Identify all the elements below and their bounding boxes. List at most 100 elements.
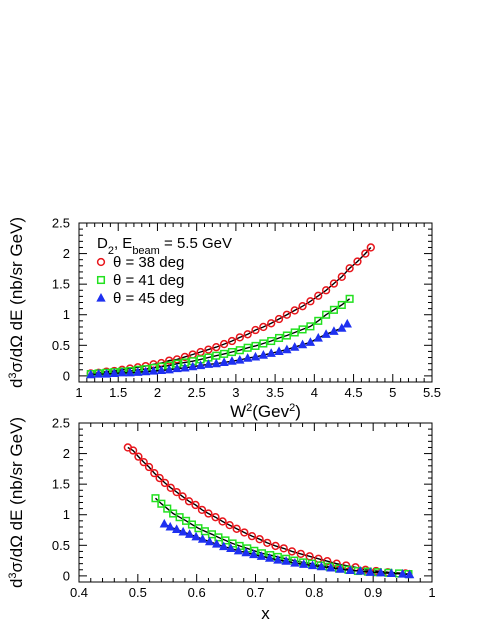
data-point — [235, 354, 245, 364]
data-point — [298, 325, 307, 334]
data-point — [251, 341, 260, 350]
data-point — [247, 531, 257, 541]
data-point — [212, 342, 221, 352]
legend-marker — [96, 275, 106, 285]
y-tick-label: 0 — [63, 568, 70, 583]
data-point — [274, 314, 284, 324]
data-point — [307, 560, 318, 570]
data-point — [150, 468, 159, 478]
data-point — [366, 243, 375, 252]
data-point — [159, 518, 169, 528]
data-point — [204, 509, 213, 518]
data-point — [345, 264, 354, 273]
data-point — [218, 517, 227, 526]
data-point — [305, 337, 316, 346]
y-tick-label: 1 — [63, 507, 70, 522]
data-point — [355, 565, 365, 575]
data-point — [267, 336, 276, 346]
data-point — [326, 562, 336, 572]
data-point — [263, 538, 272, 548]
data-point — [404, 569, 415, 579]
y-axis-label: d3σ/dΩ dE (nb/sr GeV) — [7, 217, 26, 388]
data-point — [266, 348, 276, 357]
data-point — [306, 322, 315, 331]
data-point — [128, 446, 138, 455]
data-point — [148, 365, 159, 375]
data-point — [376, 567, 386, 577]
data-point — [225, 520, 234, 530]
data-point — [329, 326, 339, 335]
data-point — [233, 545, 244, 555]
x-tick-label: 3 — [232, 385, 239, 400]
data-point — [226, 543, 236, 552]
data-point — [117, 367, 127, 377]
y-tick-label: 0 — [63, 368, 70, 383]
x-tick-label: 0.6 — [188, 585, 206, 600]
data-point — [386, 568, 397, 578]
x-tick-label: 4 — [311, 385, 318, 400]
data-point — [297, 339, 308, 349]
data-point — [141, 366, 151, 376]
series-square — [86, 294, 354, 379]
data-point — [180, 352, 190, 362]
x-tick-label: 0.9 — [364, 585, 382, 600]
data-point — [163, 504, 172, 513]
data-point — [250, 351, 261, 361]
chart-panel-2: 0.4 0.5 0.6 0.7 0.8 0.9 1 0 0.5 1 1.5 2 2.5 d3σ/dΩ dE… — [7, 416, 436, 601]
data-point — [335, 564, 345, 573]
data-point — [255, 535, 264, 544]
data-point — [282, 331, 291, 340]
y-tick-label: 1.5 — [52, 277, 70, 292]
data-point — [164, 364, 174, 374]
legend-label: θ = 41 deg — [113, 272, 184, 289]
data-point — [203, 359, 214, 368]
data-point — [171, 524, 182, 534]
data-point — [204, 345, 213, 354]
data-point — [242, 353, 253, 362]
data-point — [235, 346, 244, 355]
series-triangle — [159, 518, 415, 579]
data-point — [345, 565, 355, 574]
x-tick-label: 2 — [154, 385, 161, 400]
data-point — [313, 332, 323, 342]
data-point — [101, 369, 112, 378]
data-point — [259, 322, 268, 332]
data-point — [290, 328, 299, 337]
data-point — [134, 452, 143, 461]
data-point — [274, 333, 284, 343]
y-tick-label: 1 — [63, 307, 70, 322]
data-point — [397, 569, 408, 578]
data-point — [273, 554, 283, 564]
data-point — [306, 297, 315, 306]
data-point — [227, 356, 237, 365]
data-point — [251, 325, 260, 335]
data-point — [361, 249, 370, 258]
data-point — [271, 541, 280, 551]
legend-item: θ = 38 deg — [96, 254, 184, 271]
data-point — [155, 473, 164, 483]
data-point — [219, 357, 229, 367]
data-point — [157, 499, 166, 508]
data-point — [298, 302, 307, 311]
data-point — [290, 558, 300, 567]
data-point — [337, 272, 346, 281]
legend-item: θ = 45 deg — [96, 290, 184, 307]
data-point — [329, 305, 338, 314]
data-point — [191, 500, 200, 510]
data-point — [316, 561, 327, 571]
data-point — [139, 457, 148, 467]
data-point — [235, 333, 244, 342]
data-point — [195, 360, 206, 370]
y-tick-label: 2.5 — [52, 216, 70, 231]
data-point — [322, 310, 331, 319]
data-point — [165, 356, 174, 365]
data-point — [172, 363, 182, 373]
data-point — [321, 329, 331, 338]
data-point — [178, 526, 188, 536]
x-tick-label: 0.7 — [246, 585, 264, 600]
data-point — [264, 553, 275, 562]
data-point — [274, 346, 284, 356]
data-point — [180, 362, 190, 372]
data-point — [337, 323, 347, 332]
